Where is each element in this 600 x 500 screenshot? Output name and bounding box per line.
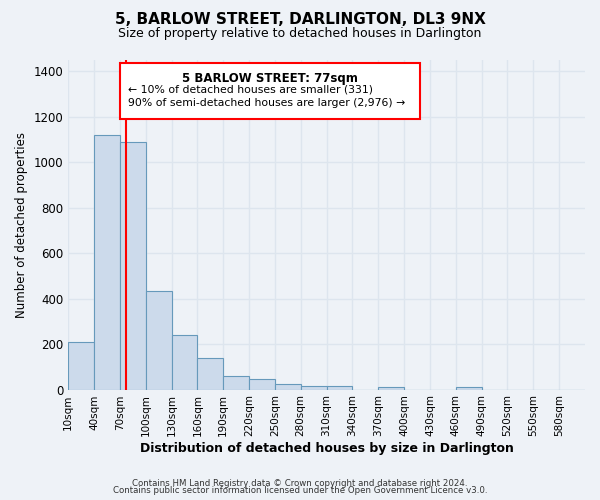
- Bar: [172, 335, 197, 390]
- Text: Contains public sector information licensed under the Open Government Licence v3: Contains public sector information licen…: [113, 486, 487, 495]
- Text: 5, BARLOW STREET, DARLINGTON, DL3 9NX: 5, BARLOW STREET, DARLINGTON, DL3 9NX: [115, 12, 485, 28]
- Text: Size of property relative to detached houses in Darlington: Size of property relative to detached ho…: [118, 28, 482, 40]
- Bar: [378, 388, 404, 390]
- FancyBboxPatch shape: [120, 64, 419, 120]
- Text: Contains HM Land Registry data © Crown copyright and database right 2024.: Contains HM Land Registry data © Crown c…: [132, 478, 468, 488]
- Bar: [120, 142, 146, 390]
- Bar: [249, 378, 275, 390]
- Bar: [223, 376, 249, 390]
- Y-axis label: Number of detached properties: Number of detached properties: [15, 132, 28, 318]
- Bar: [456, 388, 482, 390]
- Bar: [301, 386, 326, 390]
- Bar: [94, 135, 120, 390]
- Bar: [68, 342, 94, 390]
- Text: ← 10% of detached houses are smaller (331): ← 10% of detached houses are smaller (33…: [128, 84, 373, 94]
- X-axis label: Distribution of detached houses by size in Darlington: Distribution of detached houses by size …: [140, 442, 514, 455]
- Bar: [146, 290, 172, 390]
- Bar: [326, 386, 352, 390]
- Bar: [197, 358, 223, 390]
- Text: 5 BARLOW STREET: 77sqm: 5 BARLOW STREET: 77sqm: [182, 72, 358, 85]
- Bar: [275, 384, 301, 390]
- Text: 90% of semi-detached houses are larger (2,976) →: 90% of semi-detached houses are larger (…: [128, 98, 405, 108]
